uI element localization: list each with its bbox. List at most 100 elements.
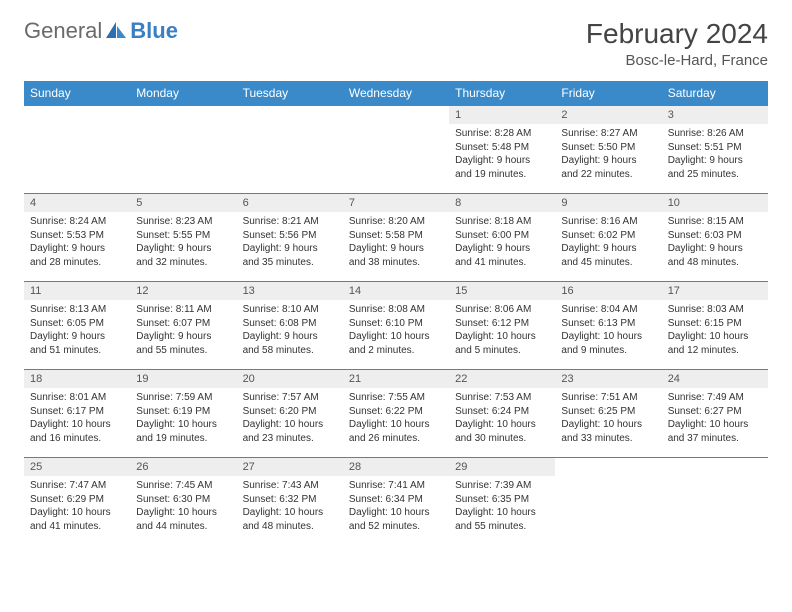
- daylight-line: Daylight: 10 hours: [349, 418, 443, 432]
- sunrise-line: Sunrise: 8:21 AM: [243, 215, 337, 229]
- daylight-line: and 45 minutes.: [561, 256, 655, 270]
- day-number: 9: [555, 194, 661, 212]
- daylight-line: and 25 minutes.: [668, 168, 762, 182]
- daylight-line: Daylight: 10 hours: [455, 506, 549, 520]
- weekday-header: Tuesday: [237, 81, 343, 106]
- sunrise-line: Sunrise: 7:49 AM: [668, 391, 762, 405]
- brand-part2: Blue: [130, 18, 178, 44]
- day-details: Sunrise: 8:10 AMSunset: 6:08 PMDaylight:…: [237, 300, 343, 361]
- sunset-line: Sunset: 5:51 PM: [668, 141, 762, 155]
- daylight-line: Daylight: 10 hours: [136, 506, 230, 520]
- sunrise-line: Sunrise: 8:28 AM: [455, 127, 549, 141]
- daylight-line: and 52 minutes.: [349, 520, 443, 534]
- daylight-line: and 37 minutes.: [668, 432, 762, 446]
- day-number: 15: [449, 282, 555, 300]
- sunrise-line: Sunrise: 8:03 AM: [668, 303, 762, 317]
- sunset-line: Sunset: 6:12 PM: [455, 317, 549, 331]
- calendar-day-cell: 23Sunrise: 7:51 AMSunset: 6:25 PMDayligh…: [555, 370, 661, 458]
- sunset-line: Sunset: 6:10 PM: [349, 317, 443, 331]
- daylight-line: and 38 minutes.: [349, 256, 443, 270]
- calendar-day-cell: [343, 106, 449, 194]
- day-number: 18: [24, 370, 130, 388]
- day-number: 20: [237, 370, 343, 388]
- daylight-line: Daylight: 9 hours: [136, 242, 230, 256]
- day-number: 14: [343, 282, 449, 300]
- daylight-line: Daylight: 9 hours: [561, 242, 655, 256]
- calendar-day-cell: 16Sunrise: 8:04 AMSunset: 6:13 PMDayligh…: [555, 282, 661, 370]
- weekday-header: Wednesday: [343, 81, 449, 106]
- sunrise-line: Sunrise: 7:53 AM: [455, 391, 549, 405]
- calendar-day-cell: [237, 106, 343, 194]
- day-number: 25: [24, 458, 130, 476]
- daylight-line: Daylight: 9 hours: [30, 242, 124, 256]
- daylight-line: and 2 minutes.: [349, 344, 443, 358]
- day-number: 17: [662, 282, 768, 300]
- sunset-line: Sunset: 5:50 PM: [561, 141, 655, 155]
- daylight-line: and 48 minutes.: [243, 520, 337, 534]
- day-number: 26: [130, 458, 236, 476]
- daylight-line: and 12 minutes.: [668, 344, 762, 358]
- weekday-header: Monday: [130, 81, 236, 106]
- daylight-line: Daylight: 10 hours: [30, 506, 124, 520]
- daylight-line: and 33 minutes.: [561, 432, 655, 446]
- day-details: Sunrise: 7:49 AMSunset: 6:27 PMDaylight:…: [662, 388, 768, 449]
- calendar-day-cell: 21Sunrise: 7:55 AMSunset: 6:22 PMDayligh…: [343, 370, 449, 458]
- day-details: Sunrise: 8:21 AMSunset: 5:56 PMDaylight:…: [237, 212, 343, 273]
- day-number: 27: [237, 458, 343, 476]
- day-number: 6: [237, 194, 343, 212]
- day-details: Sunrise: 7:57 AMSunset: 6:20 PMDaylight:…: [237, 388, 343, 449]
- sunrise-line: Sunrise: 7:43 AM: [243, 479, 337, 493]
- sunrise-line: Sunrise: 8:01 AM: [30, 391, 124, 405]
- calendar-day-cell: 22Sunrise: 7:53 AMSunset: 6:24 PMDayligh…: [449, 370, 555, 458]
- sunset-line: Sunset: 6:32 PM: [243, 493, 337, 507]
- brand-logo: General Blue: [24, 18, 178, 44]
- calendar-day-cell: 8Sunrise: 8:18 AMSunset: 6:00 PMDaylight…: [449, 194, 555, 282]
- daylight-line: Daylight: 9 hours: [561, 154, 655, 168]
- day-details: Sunrise: 7:59 AMSunset: 6:19 PMDaylight:…: [130, 388, 236, 449]
- day-details: Sunrise: 7:55 AMSunset: 6:22 PMDaylight:…: [343, 388, 449, 449]
- daylight-line: Daylight: 9 hours: [455, 242, 549, 256]
- sunset-line: Sunset: 6:20 PM: [243, 405, 337, 419]
- day-details: Sunrise: 7:53 AMSunset: 6:24 PMDaylight:…: [449, 388, 555, 449]
- calendar-week-row: 4Sunrise: 8:24 AMSunset: 5:53 PMDaylight…: [24, 194, 768, 282]
- daylight-line: and 55 minutes.: [136, 344, 230, 358]
- sunset-line: Sunset: 6:08 PM: [243, 317, 337, 331]
- day-details: Sunrise: 7:39 AMSunset: 6:35 PMDaylight:…: [449, 476, 555, 537]
- daylight-line: and 19 minutes.: [455, 168, 549, 182]
- daylight-line: and 28 minutes.: [30, 256, 124, 270]
- sunrise-line: Sunrise: 7:51 AM: [561, 391, 655, 405]
- day-details: Sunrise: 8:20 AMSunset: 5:58 PMDaylight:…: [343, 212, 449, 273]
- daylight-line: Daylight: 9 hours: [668, 242, 762, 256]
- daylight-line: and 16 minutes.: [30, 432, 124, 446]
- day-number: 4: [24, 194, 130, 212]
- calendar-day-cell: 9Sunrise: 8:16 AMSunset: 6:02 PMDaylight…: [555, 194, 661, 282]
- daylight-line: Daylight: 10 hours: [668, 330, 762, 344]
- calendar-day-cell: 10Sunrise: 8:15 AMSunset: 6:03 PMDayligh…: [662, 194, 768, 282]
- daylight-line: Daylight: 9 hours: [455, 154, 549, 168]
- calendar-day-cell: 20Sunrise: 7:57 AMSunset: 6:20 PMDayligh…: [237, 370, 343, 458]
- calendar-day-cell: 25Sunrise: 7:47 AMSunset: 6:29 PMDayligh…: [24, 458, 130, 546]
- daylight-line: and 41 minutes.: [30, 520, 124, 534]
- sunset-line: Sunset: 6:24 PM: [455, 405, 549, 419]
- day-details: Sunrise: 8:01 AMSunset: 6:17 PMDaylight:…: [24, 388, 130, 449]
- weekday-header: Thursday: [449, 81, 555, 106]
- sunrise-line: Sunrise: 8:26 AM: [668, 127, 762, 141]
- daylight-line: and 51 minutes.: [30, 344, 124, 358]
- day-number: 5: [130, 194, 236, 212]
- sunrise-line: Sunrise: 8:24 AM: [30, 215, 124, 229]
- daylight-line: and 9 minutes.: [561, 344, 655, 358]
- day-number: 19: [130, 370, 236, 388]
- calendar-day-cell: 1Sunrise: 8:28 AMSunset: 5:48 PMDaylight…: [449, 106, 555, 194]
- daylight-line: Daylight: 10 hours: [349, 330, 443, 344]
- daylight-line: Daylight: 9 hours: [136, 330, 230, 344]
- sunset-line: Sunset: 6:17 PM: [30, 405, 124, 419]
- calendar-day-cell: 5Sunrise: 8:23 AMSunset: 5:55 PMDaylight…: [130, 194, 236, 282]
- daylight-line: Daylight: 10 hours: [243, 418, 337, 432]
- daylight-line: Daylight: 10 hours: [136, 418, 230, 432]
- daylight-line: Daylight: 10 hours: [349, 506, 443, 520]
- sunset-line: Sunset: 6:02 PM: [561, 229, 655, 243]
- calendar-week-row: 1Sunrise: 8:28 AMSunset: 5:48 PMDaylight…: [24, 106, 768, 194]
- day-number: 12: [130, 282, 236, 300]
- calendar-day-cell: [555, 458, 661, 546]
- daylight-line: Daylight: 10 hours: [455, 418, 549, 432]
